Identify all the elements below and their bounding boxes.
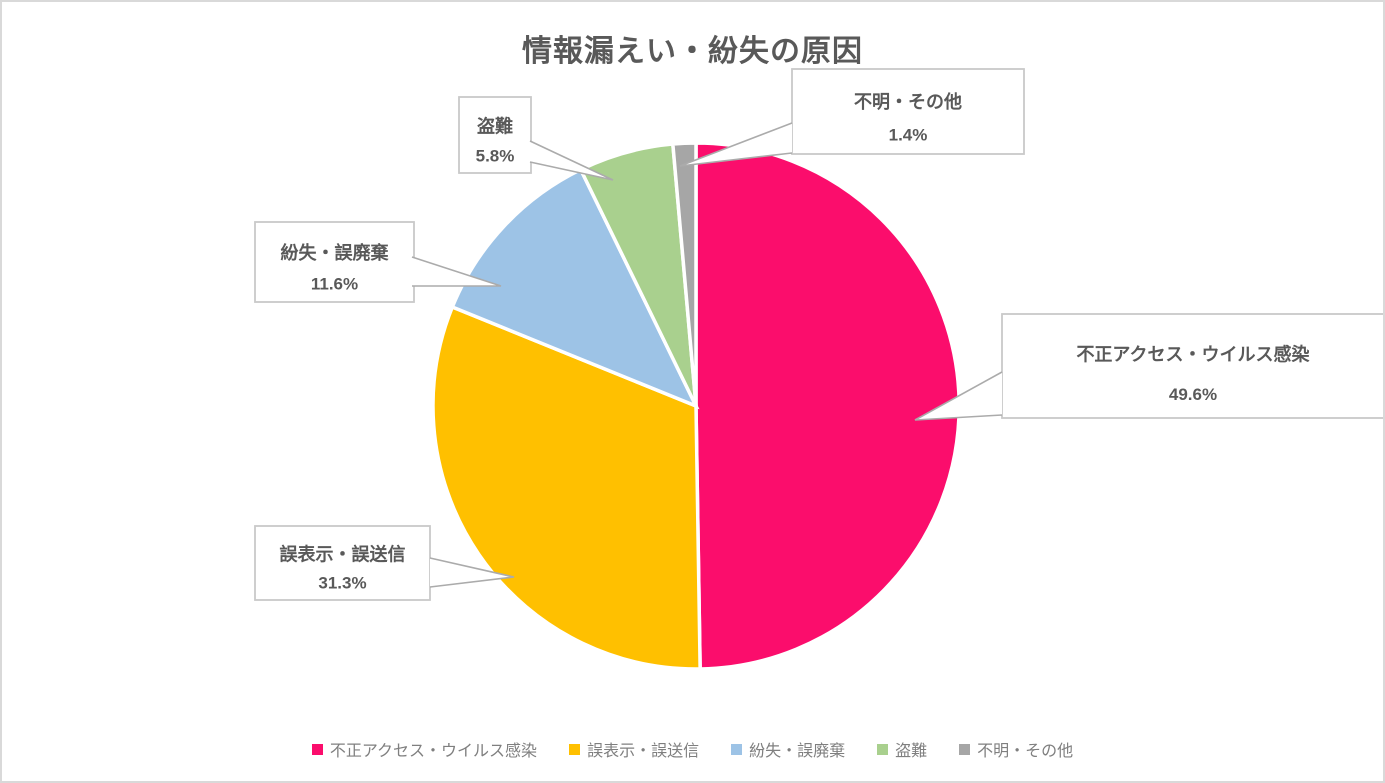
legend-item-1: 誤表示・誤送信: [569, 737, 699, 761]
callout-3: 盗難 5.8%: [458, 96, 614, 181]
callout-box: [458, 96, 532, 174]
leader-wedge: [430, 558, 514, 587]
data-label-callouts: 不正アクセス・ウイルス感染 49.6% 誤表示・誤送信 31.3% 紛失・誤廃棄 11.6…: [254, 68, 1383, 601]
leader-line: [411, 256, 502, 287]
callout-0: 不正アクセス・ウイルス感染 49.6%: [914, 313, 1383, 421]
callout-value-label: 11.6%: [311, 274, 358, 293]
callout-1: 誤表示・誤送信 31.3%: [254, 525, 515, 601]
legend-item-label: 紛失・誤廃棄: [749, 743, 846, 760]
chart-title: 情報漏えい・紛失の原因: [522, 35, 863, 68]
legend-item-label: 誤表示・誤送信: [587, 743, 700, 760]
legend-item-4: 不明・その他: [959, 737, 1073, 761]
callout-box: [254, 221, 415, 303]
callout-category-label: 盗難: [477, 115, 513, 136]
callout-box: [791, 68, 1025, 155]
callout-category-label: 不正アクセス・ウイルス感染: [1076, 344, 1310, 365]
callout-2: 紛失・誤廃棄 11.6%: [254, 221, 502, 303]
callout-value-label: 49.6%: [1169, 385, 1217, 404]
pie-slice-4: [670, 141, 698, 407]
callout-value-label: 31.3%: [318, 574, 366, 593]
legend-item-label: 盗難: [895, 743, 928, 760]
pie-slices: [431, 141, 961, 671]
callout-value-label: 1.4%: [889, 125, 928, 144]
callout-box: [1001, 313, 1383, 419]
legend-swatch-icon: [311, 743, 323, 755]
legend-swatch-icon: [569, 743, 581, 755]
legend-item-label: 不明・その他: [977, 743, 1074, 760]
legend-swatch-icon: [731, 743, 743, 755]
callout-category-label: 不明・その他: [854, 91, 962, 112]
leader-line: [679, 122, 793, 167]
leader-line: [529, 140, 614, 181]
legend-item-3: 盗難: [877, 737, 927, 761]
leader-line: [914, 371, 1003, 421]
callout-category-label: 誤表示・誤送信: [280, 544, 406, 565]
pie-slice-0: [694, 141, 961, 671]
callout-box: [254, 525, 431, 601]
legend-item-label: 不正アクセス・ウイルス感染: [329, 743, 538, 760]
pie-slice-2: [450, 167, 700, 410]
callout-4: 不明・その他 1.4%: [679, 68, 1025, 167]
legend: 不正アクセス・ウイルス感染 誤表示・誤送信 紛失・誤廃棄 盗難 不明・その他: [2, 737, 1383, 761]
legend-swatch-icon: [959, 743, 971, 755]
legend-item-2: 紛失・誤廃棄: [731, 737, 845, 761]
leader-line: [429, 557, 515, 588]
callout-value-label: 5.8%: [476, 146, 515, 165]
callout-category-label: 紛失・誤廃棄: [281, 242, 390, 263]
legend-swatch-icon: [877, 743, 889, 755]
legend-item-0: 不正アクセス・ウイルス感染: [311, 737, 538, 761]
